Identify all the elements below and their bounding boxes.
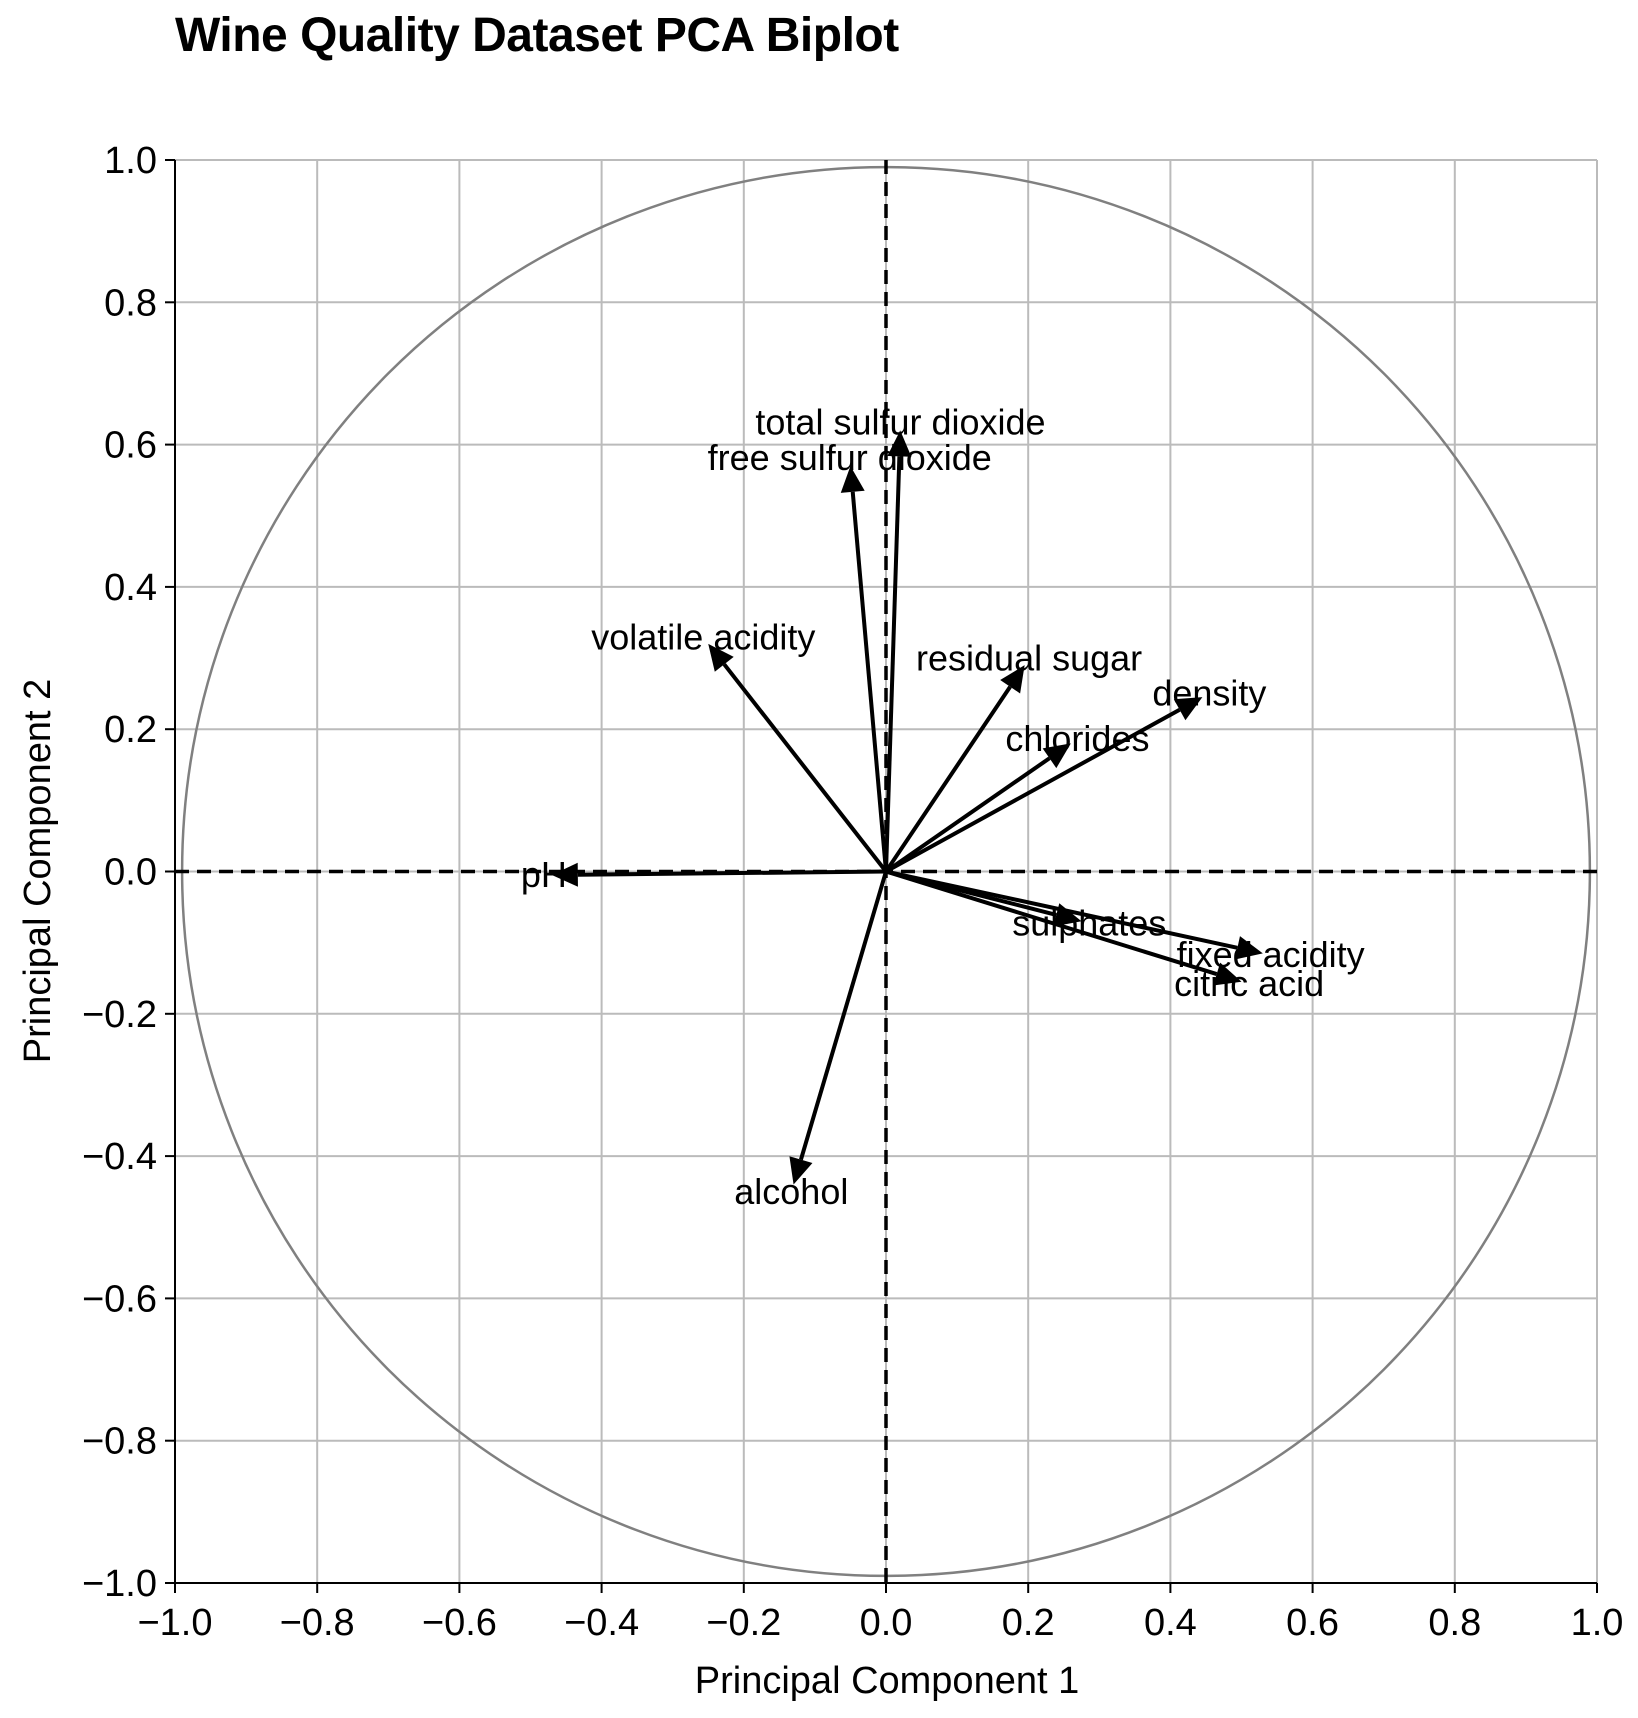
loading-arrow: [789, 870, 888, 1185]
loading-arrow-head: [840, 465, 865, 493]
y-tick-label: −1.0: [82, 1563, 157, 1605]
loading-arrow: [884, 743, 1071, 874]
x-tick-label: −0.6: [422, 1602, 497, 1644]
loading-arrow: [551, 862, 887, 887]
loading-arrow-shaft: [850, 491, 888, 872]
loading-labels-layer: fixed acidity volatile acidity citric acid…: [521, 401, 1365, 1212]
loading-label: volatile acidity: [591, 617, 815, 658]
y-axis-label: Principal Component 2: [17, 679, 59, 1063]
loading-arrow-shaft: [884, 456, 902, 872]
loading-arrow-head: [1173, 697, 1203, 721]
loading-arrow-head: [708, 643, 734, 672]
loading-arrow: [885, 869, 1242, 986]
loading-label: alcohol: [734, 1171, 848, 1212]
x-tick-label: 1.0: [1571, 1602, 1624, 1644]
y-tick-label: −0.6: [82, 1278, 157, 1320]
y-tick-label: 0.2: [104, 709, 157, 751]
x-tick-label: 0.4: [1144, 1602, 1197, 1644]
loading-arrow-head: [1234, 936, 1263, 960]
chart-title: Wine Quality Dataset PCA Biplot: [175, 9, 899, 62]
loading-arrow-shaft: [885, 869, 1057, 917]
loading-arrow-head: [1042, 743, 1071, 769]
loading-label: residual sugar: [916, 638, 1142, 679]
x-tick-label: −1.0: [137, 1602, 212, 1644]
y-tick-label: −0.4: [82, 1136, 157, 1178]
loading-arrow: [708, 643, 888, 873]
loading-arrow: [885, 869, 1082, 927]
loading-label: citric acid: [1174, 963, 1324, 1004]
y-tick-label: 0.4: [104, 567, 157, 609]
loading-label: sulphates: [1012, 902, 1166, 943]
loading-arrow-head: [1000, 665, 1025, 694]
loading-arrow: [884, 665, 1025, 873]
loading-arrow-shaft: [885, 707, 1181, 874]
loading-label: density: [1152, 672, 1266, 713]
loading-label: free sulfur dioxide: [708, 437, 992, 478]
y-tick-label: 1.0: [104, 140, 157, 182]
loading-arrow-head: [1213, 962, 1242, 986]
x-axis-label: Principal Component 1: [695, 1660, 1079, 1702]
y-tick-label: 0.0: [104, 852, 157, 894]
loading-arrow-head: [887, 430, 912, 457]
loading-label: fixed acidity: [1177, 934, 1365, 975]
x-tick-label: −0.8: [280, 1602, 355, 1644]
loading-arrow-head: [1053, 903, 1082, 927]
loading-arrow: [885, 697, 1203, 874]
loading-arrow-shaft: [722, 663, 888, 873]
x-tick-label: −0.4: [564, 1602, 639, 1644]
y-tick-label: −0.8: [82, 1421, 157, 1463]
axes-layer: −1.0 −0.8 −0.6 −0.4 −0.2 0.0 0.2 0.4 0.6 0.8 1.0 −1…: [82, 140, 1623, 1644]
loading-arrow-shaft: [577, 869, 887, 877]
x-tick-label: 0.8: [1428, 1602, 1481, 1644]
loading-arrow-shaft: [884, 756, 1051, 874]
loading-label: chlorides: [1005, 718, 1149, 759]
y-tick-label: 0.8: [104, 282, 157, 324]
loading-arrow-shaft: [885, 869, 1218, 976]
x-tick-label: 0.2: [1002, 1602, 1055, 1644]
loading-arrow-head: [789, 1156, 813, 1185]
y-tick-label: 0.6: [104, 425, 157, 467]
loading-arrow-shaft: [884, 685, 1012, 873]
loading-arrow-head: [551, 862, 578, 887]
loading-arrow: [884, 430, 912, 872]
loading-label: pH: [521, 854, 567, 895]
loading-arrows-layer: [551, 430, 1263, 1185]
loading-arrow-shaft: [799, 870, 888, 1161]
x-tick-label: −0.2: [706, 1602, 781, 1644]
loading-arrow: [840, 465, 888, 872]
y-tick-label: −0.2: [82, 994, 157, 1036]
x-tick-label: 0.6: [1286, 1602, 1339, 1644]
x-tick-label: 0.0: [860, 1602, 913, 1644]
loading-label: total sulfur dioxide: [755, 401, 1045, 442]
